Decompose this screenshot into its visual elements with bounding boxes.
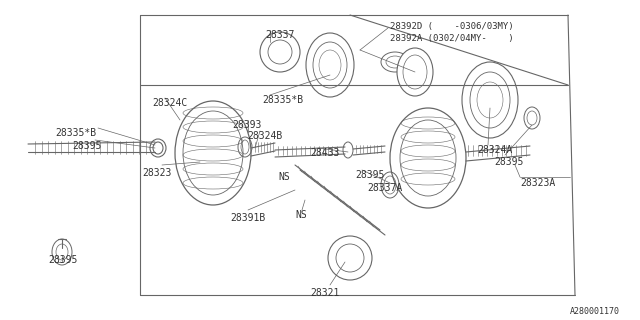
Text: 28392D (    -0306/03MY): 28392D ( -0306/03MY) xyxy=(390,22,514,31)
Text: 28433: 28433 xyxy=(310,148,339,158)
Ellipse shape xyxy=(524,107,540,129)
Text: 28324A: 28324A xyxy=(477,145,512,155)
Ellipse shape xyxy=(153,142,163,154)
Text: 28391B: 28391B xyxy=(230,213,265,223)
Ellipse shape xyxy=(150,139,166,157)
Text: 28395: 28395 xyxy=(494,157,524,167)
Text: 28335*B: 28335*B xyxy=(262,95,303,105)
Ellipse shape xyxy=(175,101,251,205)
Ellipse shape xyxy=(462,62,518,138)
Text: 28323A: 28323A xyxy=(520,178,556,188)
Text: 28324B: 28324B xyxy=(247,131,282,141)
Text: A280001170: A280001170 xyxy=(570,307,620,316)
Ellipse shape xyxy=(397,48,433,96)
Ellipse shape xyxy=(52,239,72,265)
Text: 28324C: 28324C xyxy=(152,98,188,108)
Text: 28392A (0302/04MY-    ): 28392A (0302/04MY- ) xyxy=(390,34,514,43)
Text: 28393: 28393 xyxy=(232,120,261,130)
Text: 28323: 28323 xyxy=(142,168,172,178)
Text: 28337A: 28337A xyxy=(367,183,403,193)
Ellipse shape xyxy=(183,111,243,195)
Ellipse shape xyxy=(313,42,347,88)
Ellipse shape xyxy=(306,33,354,97)
Text: 28395: 28395 xyxy=(355,170,385,180)
Text: 28395: 28395 xyxy=(48,255,77,265)
Text: 28321: 28321 xyxy=(310,288,339,298)
Text: 28337: 28337 xyxy=(265,30,294,40)
Ellipse shape xyxy=(390,108,466,208)
Text: 28395: 28395 xyxy=(72,141,101,151)
Ellipse shape xyxy=(400,120,456,196)
Text: 28335*B: 28335*B xyxy=(55,128,96,138)
Text: NS: NS xyxy=(295,210,307,220)
Ellipse shape xyxy=(470,72,510,128)
Text: NS: NS xyxy=(278,172,290,182)
Ellipse shape xyxy=(319,50,341,80)
